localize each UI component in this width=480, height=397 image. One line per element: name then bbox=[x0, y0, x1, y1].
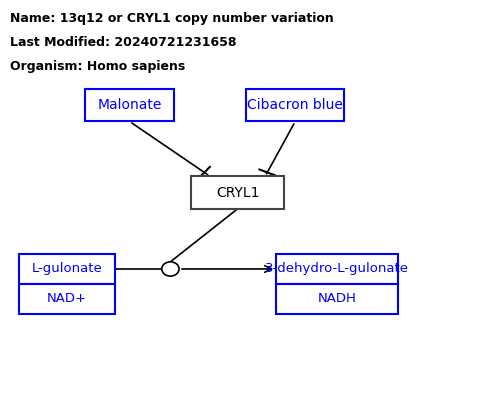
Text: CRYL1: CRYL1 bbox=[216, 185, 259, 200]
Text: Malonate: Malonate bbox=[97, 98, 162, 112]
FancyBboxPatch shape bbox=[246, 89, 344, 121]
Text: Organism: Homo sapiens: Organism: Homo sapiens bbox=[10, 60, 185, 73]
FancyBboxPatch shape bbox=[19, 254, 115, 284]
Text: NADH: NADH bbox=[318, 292, 357, 305]
FancyBboxPatch shape bbox=[85, 89, 174, 121]
Text: Last Modified: 20240721231658: Last Modified: 20240721231658 bbox=[10, 36, 236, 49]
Text: Cibacron blue: Cibacron blue bbox=[247, 98, 343, 112]
Text: NAD+: NAD+ bbox=[47, 292, 87, 305]
FancyBboxPatch shape bbox=[19, 284, 115, 314]
Text: Name: 13q12 or CRYL1 copy number variation: Name: 13q12 or CRYL1 copy number variati… bbox=[10, 12, 333, 25]
FancyBboxPatch shape bbox=[191, 176, 284, 209]
Circle shape bbox=[162, 262, 179, 276]
Text: L-gulonate: L-gulonate bbox=[32, 262, 103, 276]
FancyBboxPatch shape bbox=[276, 254, 398, 284]
FancyBboxPatch shape bbox=[276, 284, 398, 314]
Text: 3-dehydro-L-gulonate: 3-dehydro-L-gulonate bbox=[265, 262, 409, 276]
